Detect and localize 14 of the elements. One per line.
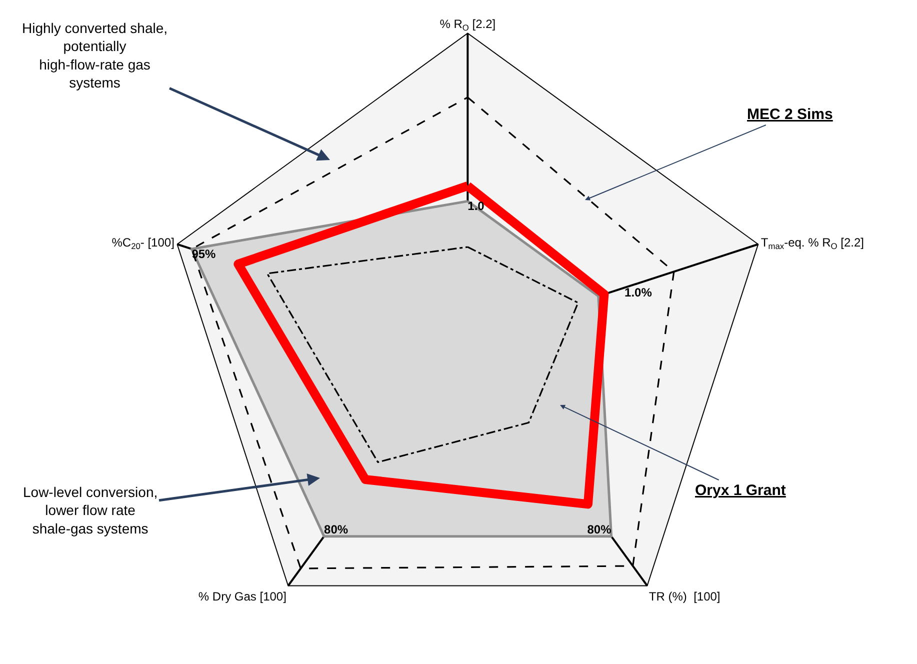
spoke-label: % Dry Gas [100] [198,589,286,604]
text: 1.0 [468,199,485,214]
spoke-label: % R$_{O}$ [2.2] [440,16,496,32]
text: 80% [324,522,348,536]
text: 95% [192,246,216,261]
spoke-label: TR (%) [100] [648,589,720,604]
text: Low-level conversion, lower flow rate shale-gas systems [23,484,158,536]
text: 80% [587,522,612,536]
text: 1.0% [624,286,652,300]
spoke-label: %C$_{20}$- [100] [112,236,174,252]
text: Oryx 1 Grant [695,482,786,499]
text: Highly converted shale, potentially high-flow-rate gas systems [22,20,168,91]
text: MEC 2 Sims [747,106,833,123]
spoke-label: T$_{max}$-eq. % R$_{O}$ [2.2] [760,236,864,252]
